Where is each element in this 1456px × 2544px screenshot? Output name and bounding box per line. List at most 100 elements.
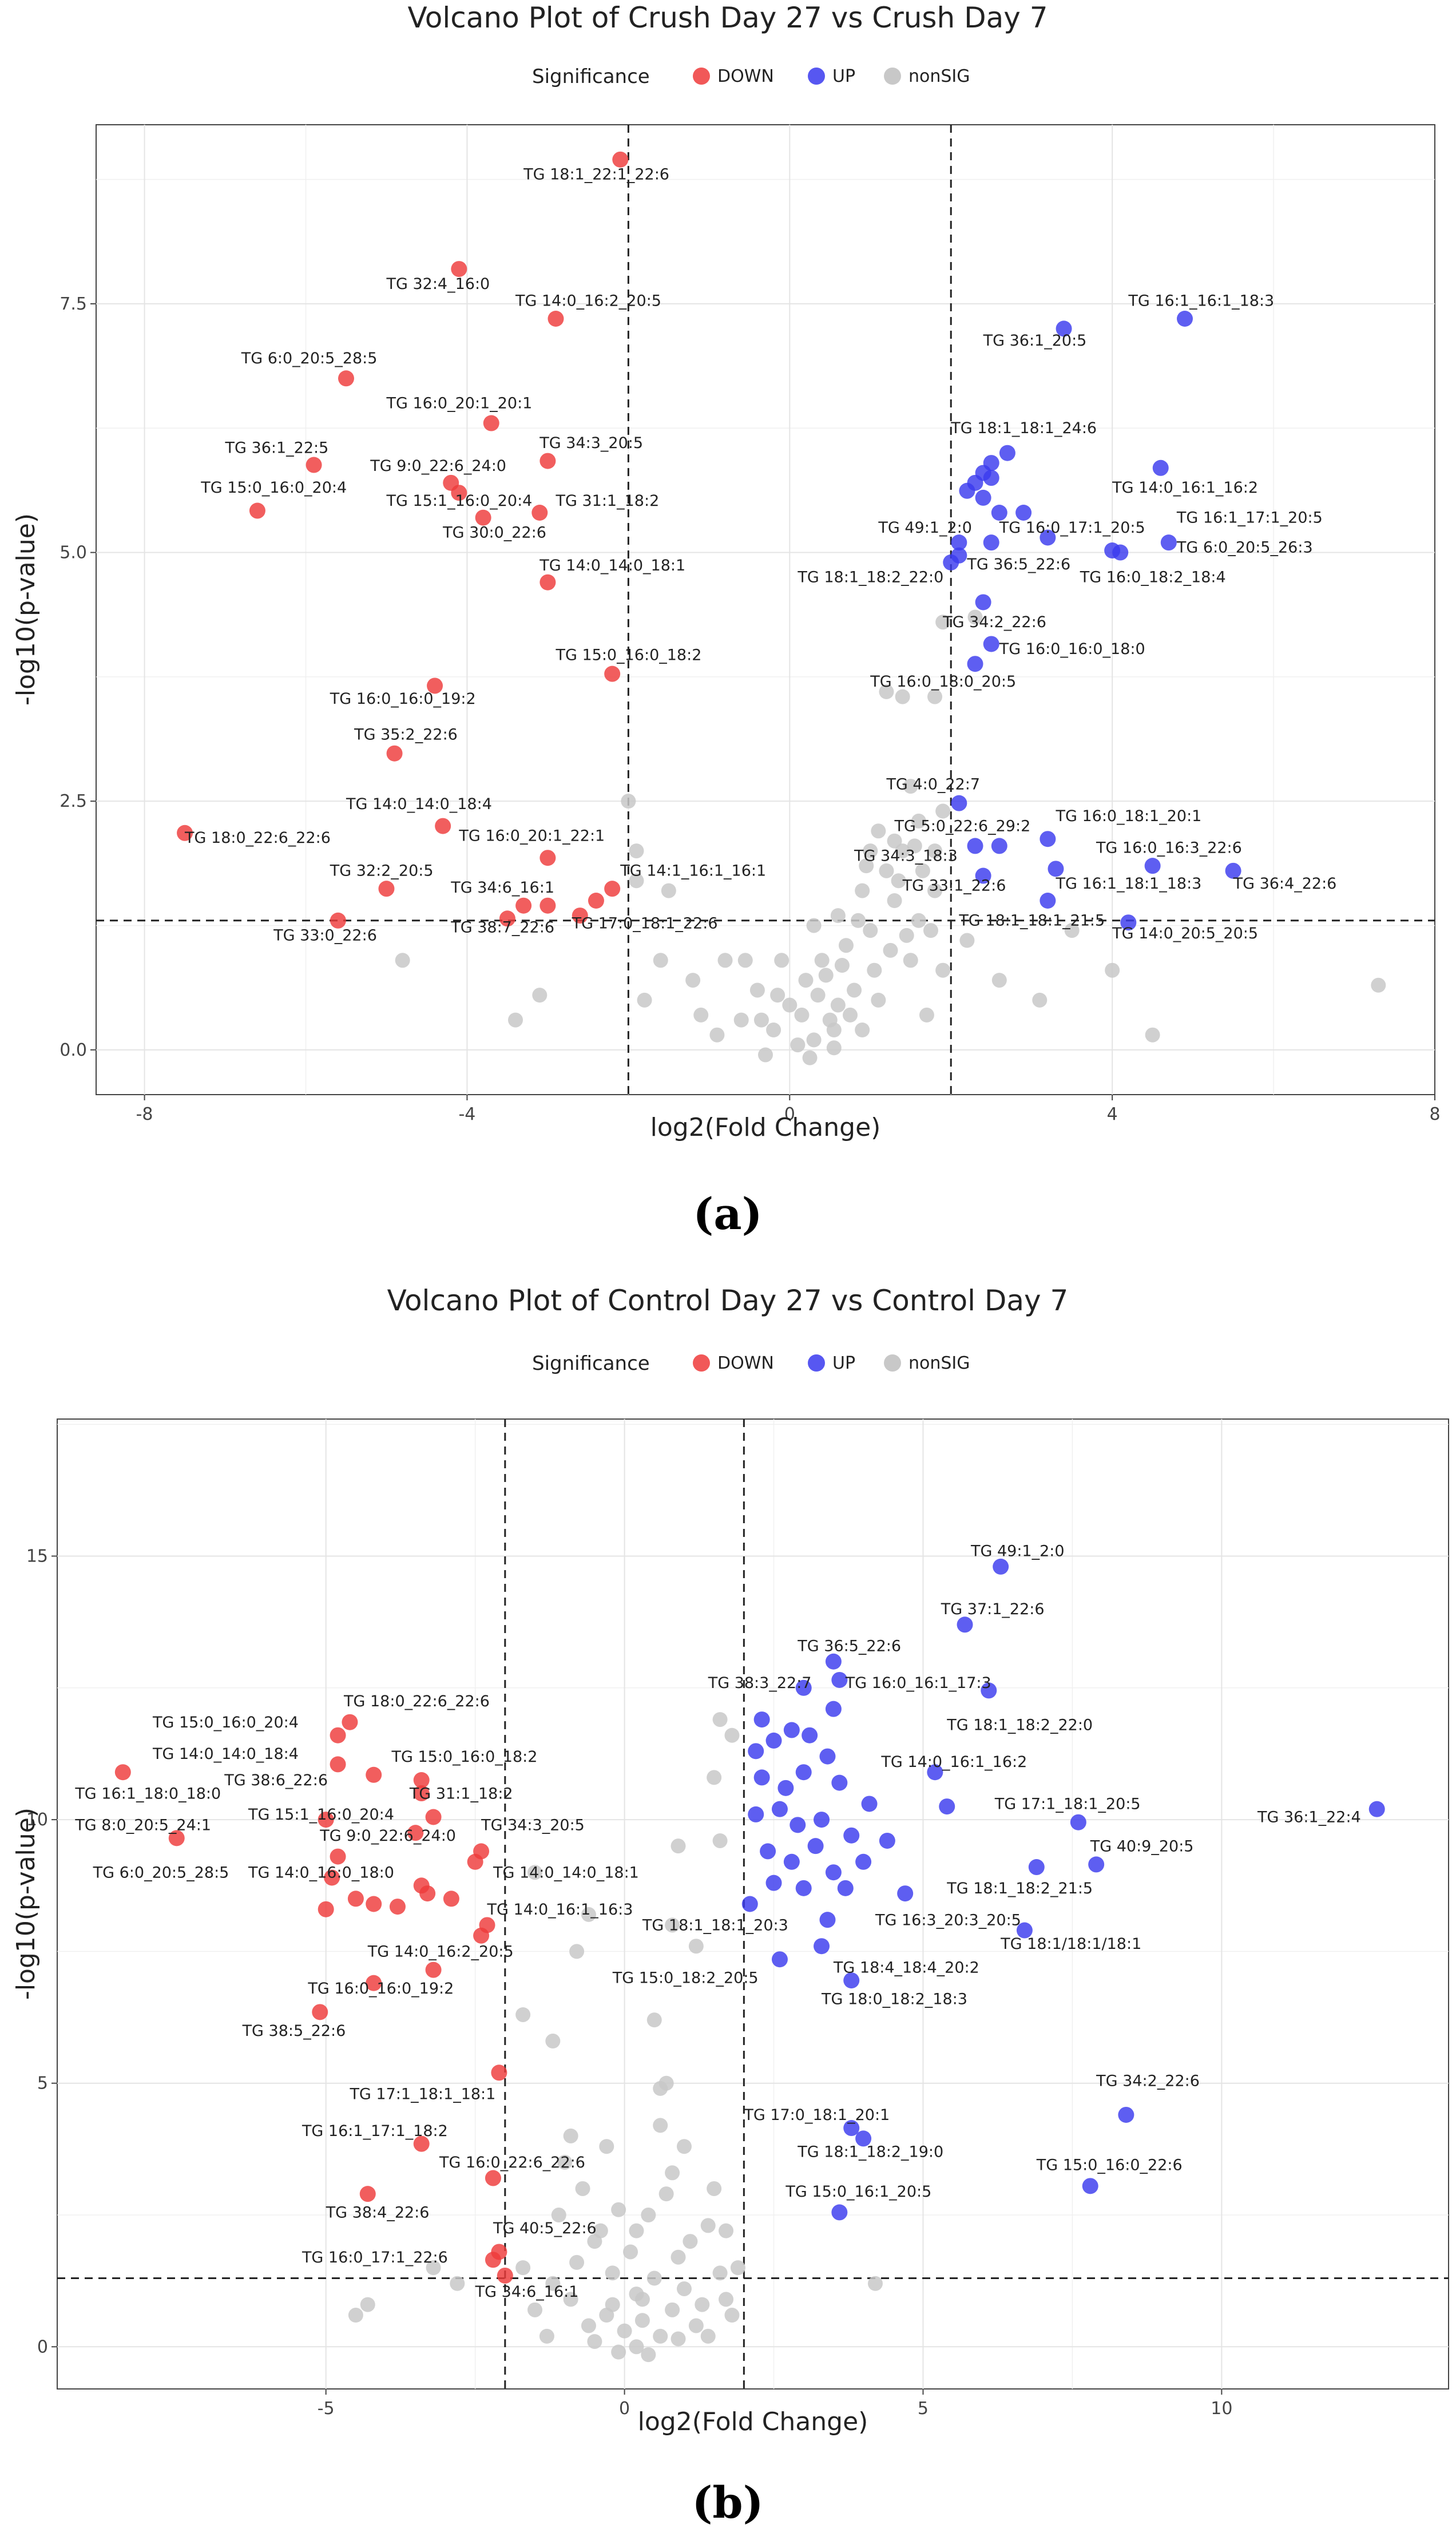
y-axis-title: -log10(p-value) — [11, 1808, 41, 2000]
nonsig-point — [515, 2260, 531, 2276]
point-label: TG 14:0_16:2_20:5 — [367, 1943, 514, 1961]
up-point — [753, 1711, 770, 1728]
up-point — [927, 1764, 943, 1781]
x-tick-label: 4 — [1107, 1104, 1118, 1124]
nonsig-point — [653, 2328, 668, 2344]
point-label: TG 15:0_16:1_20:5 — [785, 2183, 931, 2201]
nonsig-point — [749, 982, 765, 998]
point-label: TG 8:0_20:5_24:1 — [74, 1817, 211, 1834]
down-point — [249, 502, 265, 519]
down-point — [539, 850, 556, 866]
nonsig-point — [919, 1007, 934, 1023]
nonsig-point — [927, 883, 943, 898]
point-label: TG 15:0_16:0_22:6 — [1036, 2157, 1183, 2174]
point-label: TG 16:0_17:1_22:6 — [301, 2249, 448, 2266]
down-point — [312, 2004, 328, 2020]
down-point — [330, 912, 346, 929]
x-tick-label: 0 — [619, 2399, 630, 2419]
nonsig-point — [599, 2139, 614, 2154]
down-point — [539, 897, 556, 914]
nonsig-point — [879, 684, 894, 699]
point-label: TG 31:1_18:2 — [409, 1785, 513, 1802]
nonsig-point — [629, 2339, 644, 2355]
down-point — [475, 509, 491, 526]
nonsig-point — [935, 615, 951, 630]
point-label: TG 15:0_16:0_18:2 — [391, 1748, 538, 1766]
point-label: TG 16:0_18:2_18:4 — [1080, 569, 1226, 587]
point-label: TG 36:5_22:6 — [797, 1637, 901, 1655]
point-label: TG 14:0_14:0_18:1 — [493, 1864, 639, 1881]
nonsig-point — [724, 1727, 740, 1743]
down-point — [572, 908, 588, 924]
point-label: TG 16:0_18:0_20:5 — [870, 673, 1016, 691]
point-label: TG 35:2_22:6 — [354, 726, 458, 743]
up-point — [783, 1722, 800, 1738]
up-point — [959, 482, 975, 499]
nonsig-point — [508, 1012, 523, 1028]
up-point — [741, 1896, 758, 1912]
down-point — [425, 1962, 442, 1978]
y-tick-label: 7.5 — [59, 294, 87, 314]
down-point — [378, 881, 395, 897]
x-tick-label: -8 — [136, 1104, 153, 1124]
point-label: TG 5:0_22:6_29:2 — [894, 817, 1031, 835]
nonsig-point — [527, 1865, 543, 1880]
up-point — [1040, 529, 1056, 546]
down-point — [467, 1853, 483, 1870]
up-point — [807, 1838, 824, 1854]
nonsig-point — [688, 1939, 704, 1954]
nonsig-point — [867, 962, 882, 978]
up-point — [795, 1880, 812, 1896]
up-point — [843, 1972, 860, 1989]
legend-down-swatch — [693, 1354, 710, 1372]
panel-caption: (a) — [693, 1188, 762, 1239]
point-label: TG 18:0_18:2_18:3 — [821, 1991, 967, 2008]
nonsig-point — [653, 953, 668, 968]
down-point — [366, 1896, 382, 1912]
nonsig-point — [563, 2128, 578, 2143]
nonsig-point — [629, 873, 644, 889]
nonsig-point — [563, 2292, 578, 2307]
nonsig-point — [883, 942, 898, 958]
up-point — [1368, 1801, 1385, 1817]
point-label: TG 16:3_20:3_20:5 — [875, 1911, 1021, 1929]
nonsig-point — [915, 863, 930, 878]
nonsig-point — [806, 1032, 822, 1048]
nonsig-point — [843, 1007, 858, 1023]
up-point — [843, 1827, 860, 1844]
up-point — [967, 656, 983, 672]
point-label: TG 17:0_18:1_22:6 — [572, 915, 718, 933]
down-point — [389, 1899, 406, 1915]
nonsig-point — [879, 863, 894, 878]
up-point — [765, 1732, 782, 1749]
up-point — [837, 1880, 854, 1896]
legend: Significance DOWN UP nonSIG — [532, 1352, 970, 1375]
nonsig-point — [806, 918, 822, 933]
point-label: TG 6:0_20:5_28:5 — [241, 350, 378, 367]
nonsig-point — [676, 2281, 692, 2296]
nonsig-point — [671, 1838, 686, 1854]
down-point — [338, 370, 354, 387]
nonsig-point — [707, 1770, 722, 1785]
nonsig-point — [587, 2334, 602, 2349]
nonsig-point — [712, 2265, 728, 2281]
nonsig-point — [621, 794, 636, 809]
down-point — [330, 1727, 346, 1743]
point-label: TG 16:1_18:0_18:0 — [74, 1785, 221, 1802]
nonsig-point — [641, 2347, 656, 2363]
nonsig-point — [959, 933, 975, 948]
point-label: TG 16:0_17:1_20:5 — [999, 519, 1145, 537]
up-point — [999, 445, 1015, 461]
up-point — [1028, 1859, 1045, 1876]
point-label: TG 14:0_16:1_16:3 — [487, 1901, 633, 1919]
nonsig-point — [348, 2308, 363, 2323]
down-point — [515, 897, 532, 914]
up-point — [957, 1616, 973, 1633]
down-point — [443, 1891, 459, 1907]
nonsig-point — [887, 893, 902, 908]
nonsig-point — [569, 2254, 585, 2270]
nonsig-point — [967, 609, 983, 625]
nonsig-point — [695, 2297, 710, 2312]
up-point — [951, 795, 967, 811]
nonsig-point — [923, 923, 938, 938]
